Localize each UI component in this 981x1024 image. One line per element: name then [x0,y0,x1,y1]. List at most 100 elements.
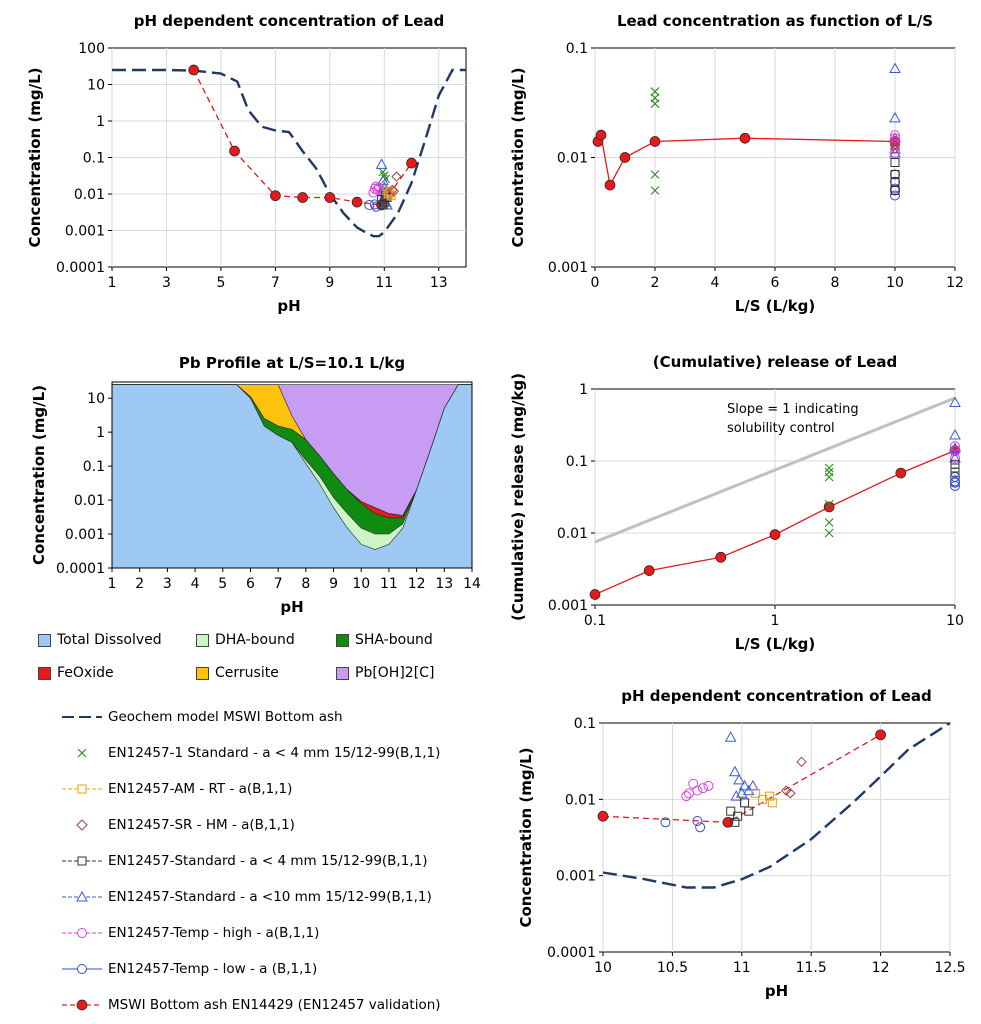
data-point [715,551,727,563]
data-point [889,111,901,123]
legend-item-standard4: EN12457-1 Standard - a < 4 mm 15/12-99(B… [60,743,440,763]
data-point [297,192,308,203]
swatch-icon [336,633,349,647]
swatch-icon [38,666,51,680]
x-tick-label: 8 [301,576,310,592]
x-axis-label: L/S (L/kg) [735,635,816,653]
swatch-icon [38,633,51,647]
legend-item-sr: EN12457-SR - HM - a(B,1,1) [60,815,295,835]
y-tick-label: 0.01 [557,526,588,542]
y-tick-label: 10 [87,391,105,407]
data-point [890,158,900,168]
series-sr [889,139,901,155]
chart-title: (Cumulative) release of Lead [653,353,897,371]
data-point [681,791,692,802]
x-tick-label: 9 [325,275,334,291]
data-point [744,806,754,816]
x-tick-label: 6 [771,275,780,291]
data-point [824,528,834,538]
legend-label: EN12457-AM - RT - a(B,1,1) [108,781,293,797]
data-point [388,185,400,197]
chart-title: Lead concentration as function of L/S [617,12,933,30]
triangle-marker-icon [62,890,102,902]
data-point [730,790,743,801]
data-point [769,529,781,540]
y-axis-label: Concentration (mg/L) [517,747,535,927]
data-point [889,139,901,151]
data-point [875,729,886,741]
data-point [890,133,900,144]
x-tick-label: 10.5 [657,960,688,976]
x-tick-label: 11.5 [796,960,827,976]
y-tick-label: 0.001 [548,260,588,276]
data-point [823,501,835,513]
y-tick-label: 0.01 [74,187,105,203]
plot-frame [111,381,473,569]
legend-label: EN12457-Temp - high - a(B,1,1) [108,925,320,941]
data-point [692,816,703,827]
data-point [188,64,200,76]
x-tick-label: 5 [218,576,227,592]
legend-label: Pb[OH]2[C] [355,665,435,681]
data-point [697,783,708,794]
legend-item-total-dissolved: Total Dissolved [38,632,162,648]
series-standard4 [650,87,660,195]
series-line-model [602,721,951,889]
chart-title: pH dependent concentration of Lead [621,687,931,705]
data-point [364,199,375,210]
data-point [890,130,900,141]
series-std4sq [950,459,960,477]
data-point [765,791,775,801]
legend-item-templow: EN12457-Temp - low - a (B,1,1) [60,959,317,979]
series-mswi [592,129,901,191]
x-tick-label: 11 [733,960,751,976]
data-point [730,817,740,827]
data-point [733,773,745,785]
data-point [386,191,396,201]
annotation: solubility control [727,421,835,436]
data-point [767,798,777,808]
data-point [950,476,960,487]
data-point [650,186,660,195]
y-tick-label: 0.001 [65,527,105,543]
data-point [747,779,759,791]
legend-item-pboh: Pb[OH]2[C] [336,665,434,681]
data-point [890,190,900,201]
data-point [824,518,834,527]
y-tick-label: 1 [96,425,105,441]
data-point [692,785,703,796]
x-tick-label: 7 [274,576,283,592]
x-tick-label: 13 [435,576,453,592]
x-axis-label: L/S (L/kg) [735,297,816,315]
swatch-icon [196,633,209,647]
y-tick-label: 1 [96,114,105,130]
data-point [781,785,792,796]
legend-item-dha-bound: DHA-bound [196,632,295,648]
y-axis-label: Concentration (mg/L) [26,67,44,247]
y-tick-label: 0.0001 [56,561,105,577]
swatch-icon [196,666,209,680]
data-point [619,152,631,163]
chart-p5: 10 10.5 11 11.5 12 12.5 0.0001 0.001 0.01 0.1 pH d… [517,687,966,1000]
legend-label: DHA-bound [215,632,295,648]
data-point [650,87,660,96]
series-am [751,788,777,808]
data-point [371,201,382,212]
dashed-line-icon [62,716,102,718]
data-point [758,794,768,804]
legend-label: Total Dissolved [57,632,162,648]
data-point [643,565,655,576]
series-sr [781,756,807,799]
legend-item-feoxide: FeOxide [38,665,114,681]
legend-item-model: Geochem model MSWI Bottom ash [60,707,343,727]
series-temphigh [950,441,960,464]
x-tick-label: 9 [329,576,338,592]
data-point [949,396,961,407]
chart-p3: 1 2 3 4 5 6 7 8 9 10 11 12 13 140.00010.0010.010.1110… [30,354,481,616]
swatch-icon [336,666,349,680]
x-tick-label: 14 [463,576,481,592]
data-point [824,463,834,473]
y-tick-label: 10 [87,78,105,94]
data-point [738,779,751,791]
legend-label: Geochem model MSWI Bottom ash [108,709,343,725]
